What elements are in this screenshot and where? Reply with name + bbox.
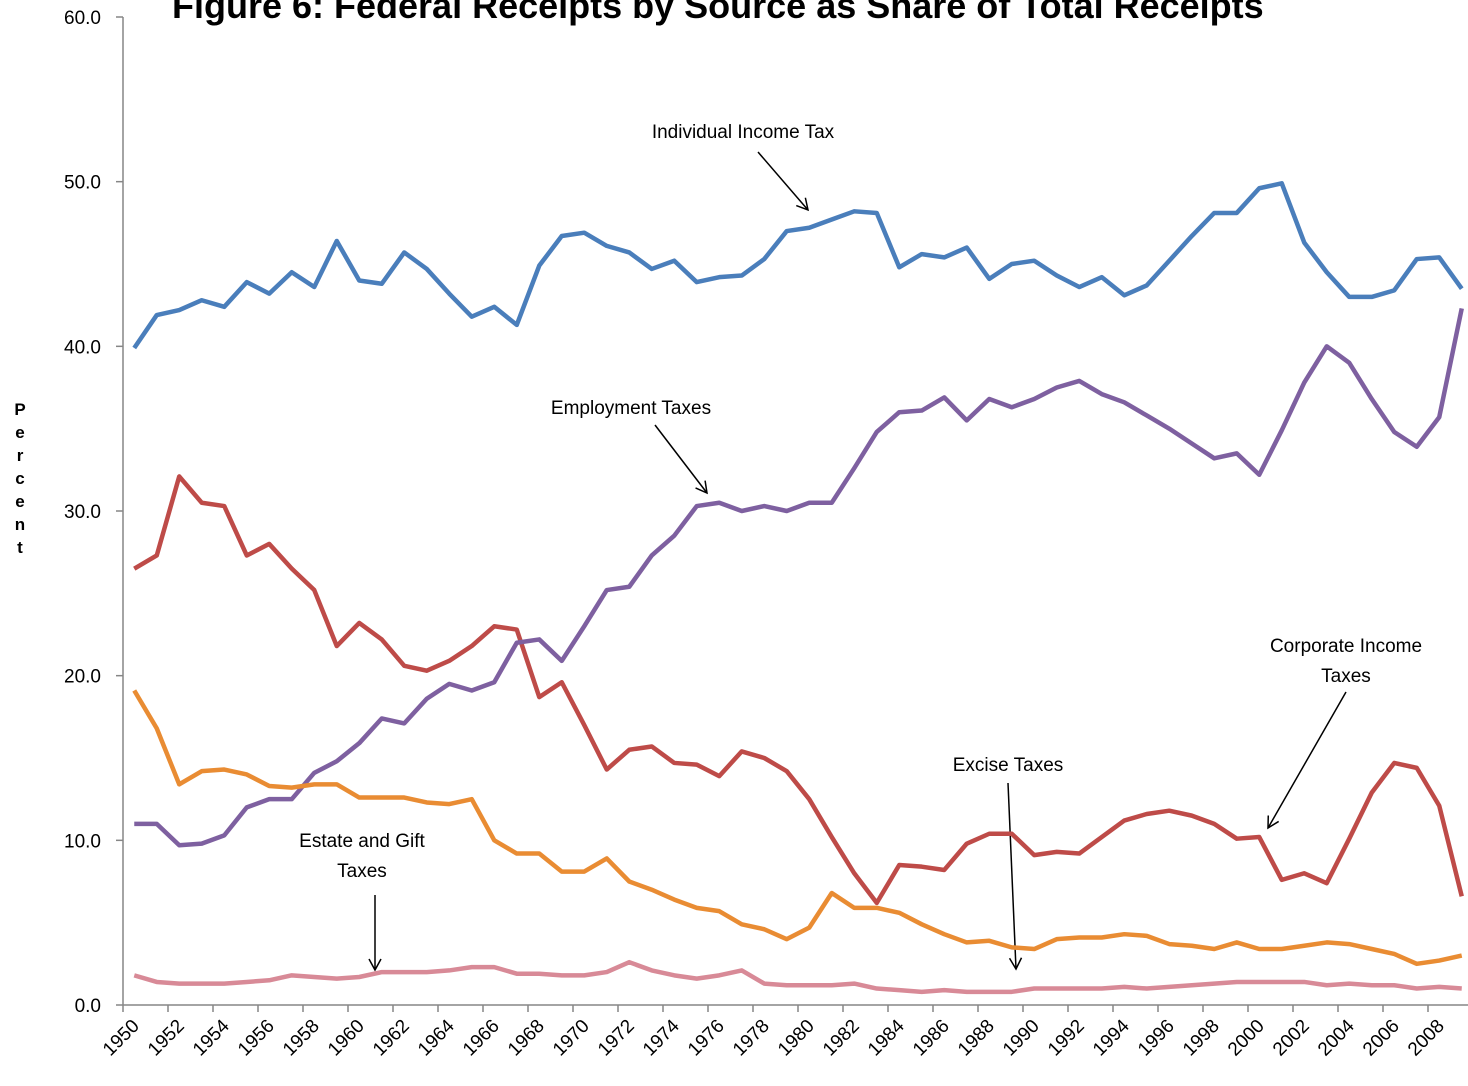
x-tick-label: 1950 xyxy=(99,1016,144,1061)
y-tick-label: 0.0 xyxy=(75,996,101,1017)
annotation-arrows xyxy=(368,151,1347,972)
arrow xyxy=(1007,782,1023,971)
x-tick-label: 2000 xyxy=(1224,1016,1269,1061)
x-tick-label: 1998 xyxy=(1179,1016,1224,1061)
chart-title: Figure 6: Federal Receipts by Source as … xyxy=(172,0,1264,26)
x-tick-label: 1994 xyxy=(1089,1015,1134,1060)
x-tick-label: 1956 xyxy=(234,1016,279,1061)
arrow xyxy=(654,424,708,495)
series-line xyxy=(133,959,1462,995)
x-tick-label: 1968 xyxy=(504,1016,549,1061)
series-line xyxy=(132,181,1464,350)
x-tick-label: 1984 xyxy=(864,1015,909,1060)
x-tick-label: 1992 xyxy=(1044,1016,1089,1061)
y-axis-title: Percent xyxy=(11,400,30,561)
x-tick-label: 1966 xyxy=(459,1016,504,1061)
x-tick-label: 1964 xyxy=(414,1015,459,1060)
arrow xyxy=(757,151,810,212)
x-tick-label: 1962 xyxy=(369,1016,414,1061)
x-tick-label: 1980 xyxy=(774,1016,819,1061)
y-tick-label: 50.0 xyxy=(64,173,101,194)
annotation: Corporate Income xyxy=(1270,636,1422,657)
y-tick-label: 30.0 xyxy=(64,502,101,523)
annotation: Excise Taxes xyxy=(953,755,1064,776)
y-tick-label: 40.0 xyxy=(64,337,101,358)
x-tick-label: 1974 xyxy=(639,1015,684,1060)
annotation: Individual Income Tax xyxy=(652,122,835,143)
x-tick-label: 2008 xyxy=(1404,1016,1449,1061)
annotation: Employment Taxes xyxy=(551,398,711,419)
x-tick-label: 1986 xyxy=(909,1016,954,1061)
x-tick-label: 1960 xyxy=(324,1016,369,1061)
x-tick-label: 2004 xyxy=(1314,1015,1359,1060)
series-line xyxy=(134,308,1464,848)
annotation: Estate and Gift xyxy=(299,831,425,852)
y-tick-label: 60.0 xyxy=(64,8,101,29)
x-tick-label: 1952 xyxy=(144,1016,189,1061)
annotation: Taxes xyxy=(337,861,387,882)
y-tick-label: 20.0 xyxy=(64,667,101,688)
x-tick-label: 1982 xyxy=(819,1016,864,1061)
series-line xyxy=(132,689,1463,967)
x-tick-label: 1988 xyxy=(954,1016,999,1061)
x-tick-label: 1970 xyxy=(549,1016,594,1061)
x-tick-label: 1954 xyxy=(189,1015,234,1060)
series-line xyxy=(133,474,1464,906)
x-tick-label: 1990 xyxy=(999,1016,1044,1061)
x-tick-label: 1972 xyxy=(594,1016,639,1061)
x-tick-label: 2002 xyxy=(1269,1016,1314,1061)
x-tick-label: 1978 xyxy=(729,1016,774,1061)
x-tick-label: 1976 xyxy=(684,1016,729,1061)
arrow xyxy=(1267,691,1347,830)
x-tick-label: 1996 xyxy=(1134,1016,1179,1061)
x-tick-label: 2006 xyxy=(1359,1016,1404,1061)
annotation: Taxes xyxy=(1321,666,1371,687)
y-tick-label: 10.0 xyxy=(64,831,101,852)
x-tick-label: 1958 xyxy=(279,1016,324,1061)
